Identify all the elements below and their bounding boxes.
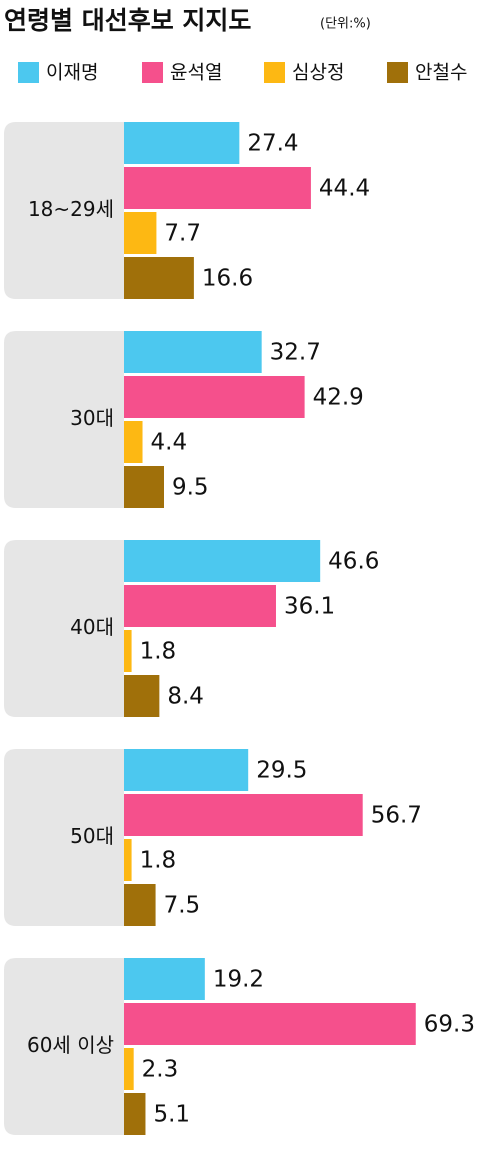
value-label: 36.1: [284, 594, 335, 620]
value-label: 4.4: [151, 430, 188, 456]
legend-label: 윤석열: [170, 62, 222, 84]
bar: [124, 749, 249, 791]
bar: [124, 376, 305, 418]
legend-label: 심상정: [292, 62, 344, 84]
bar: [124, 1093, 146, 1135]
value-label: 1.8: [140, 639, 177, 665]
category-label: 50대: [70, 824, 114, 848]
bar: [124, 167, 311, 209]
value-label: 27.4: [247, 131, 298, 157]
group-box: [4, 540, 124, 717]
legend-label: 안철수: [415, 62, 467, 84]
legend-swatch: [387, 62, 408, 83]
value-label: 2.3: [142, 1057, 179, 1083]
value-label: 44.4: [319, 176, 370, 202]
value-label: 8.4: [167, 684, 204, 710]
category-label: 40대: [70, 615, 114, 639]
bar: [124, 794, 363, 836]
value-label: 46.6: [328, 549, 379, 575]
bar: [124, 331, 262, 373]
group-box: [4, 749, 124, 926]
bar: [124, 958, 205, 1000]
value-label: 32.7: [270, 340, 321, 366]
value-label: 42.9: [313, 385, 364, 411]
value-label: 19.2: [213, 967, 264, 993]
bar: [124, 257, 194, 299]
bar: [124, 212, 157, 254]
bar: [124, 466, 164, 508]
legend-swatch: [264, 62, 285, 83]
value-label: 1.8: [140, 848, 177, 874]
legend-swatch: [18, 62, 39, 83]
value-label: 29.5: [256, 758, 307, 784]
value-label: 7.7: [164, 221, 201, 247]
bar: [124, 884, 156, 926]
legend-label: 이재명: [46, 62, 98, 84]
value-label: 7.5: [164, 893, 201, 919]
category-label: 30대: [70, 406, 114, 430]
chart-title: 연령별 대선후보 지지도: [4, 6, 251, 35]
bar: [124, 585, 276, 627]
bar: [124, 839, 132, 881]
bar: [124, 122, 240, 164]
category-label: 60세 이상: [27, 1033, 114, 1057]
group-box: [4, 331, 124, 508]
value-label: 69.3: [424, 1012, 475, 1038]
bar: [124, 1048, 134, 1090]
bar: [124, 421, 143, 463]
value-label: 16.6: [202, 266, 253, 292]
legend-swatch: [142, 62, 163, 83]
chart-subtitle: (단위:%): [320, 17, 371, 32]
value-label: 5.1: [153, 1102, 190, 1128]
bar: [124, 675, 160, 717]
bar: [124, 540, 321, 582]
value-label: 9.5: [172, 475, 209, 501]
bar: [124, 630, 132, 672]
value-label: 56.7: [371, 803, 422, 829]
group-box: [4, 122, 124, 299]
category-label: 18~29세: [28, 197, 114, 221]
bar: [124, 1003, 416, 1045]
group-box: [4, 958, 124, 1135]
